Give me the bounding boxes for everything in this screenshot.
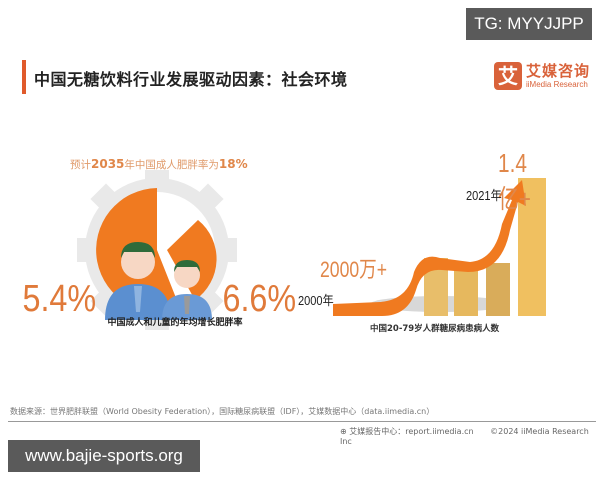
watermark-bottom: www.bajie-sports.org	[8, 440, 200, 472]
start-year: 2000年	[298, 293, 334, 308]
diabetes-infographic: 2000万+ 2000年 1.4亿+ 2021年 中国20-79岁人群糖尿病患病…	[290, 140, 560, 340]
gear-pie-people-illustration	[77, 170, 237, 330]
forecast-text: 预计2035年中国成人肥胖率为18%	[70, 157, 248, 171]
adult-rate: 5.4%	[22, 278, 97, 320]
copyright: ©2024 iiMedia Research Inc	[340, 427, 589, 446]
end-year: 2021年	[466, 188, 502, 203]
obesity-caption: 中国成人和儿童的年均增长肥胖率	[107, 318, 243, 328]
logo-cn: 艾媒咨询	[526, 62, 591, 80]
logo-en: iiMedia Research	[526, 80, 588, 89]
footer-credits: ⊕ 艾媒报告中心：report.iimedia.cn ©2024 iiMedia…	[340, 426, 600, 446]
title-accent-bar	[22, 60, 26, 94]
pie-slice-small	[167, 220, 217, 300]
logo-icon: 艾	[494, 62, 522, 90]
obesity-infographic: 预计2035年中国成人肥胖率为18% 5.4% 6.6% 中国成人和儿童的年均增…	[22, 150, 296, 350]
logo: 艾 艾媒咨询 iiMedia Research	[494, 60, 594, 94]
diabetes-caption: 中国20-79岁人群糖尿病患病人数	[370, 324, 500, 334]
globe-icon: ⊕	[340, 427, 347, 436]
report-center: 艾媒报告中心：report.iimedia.cn	[349, 427, 474, 436]
end-value: 1.4亿+	[498, 148, 531, 214]
watermark-top: TG: MYYJJPP	[466, 8, 592, 40]
child-rate: 6.6%	[222, 278, 297, 320]
page-title: 中国无糖饮料行业发展驱动因素：社会环境	[34, 70, 348, 89]
footer-divider	[8, 421, 596, 422]
data-source: 数据来源：世界肥胖联盟（World Obesity Federation），国际…	[10, 407, 435, 416]
start-value: 2000万+	[320, 257, 388, 282]
growth-bars-arrow	[333, 178, 546, 316]
